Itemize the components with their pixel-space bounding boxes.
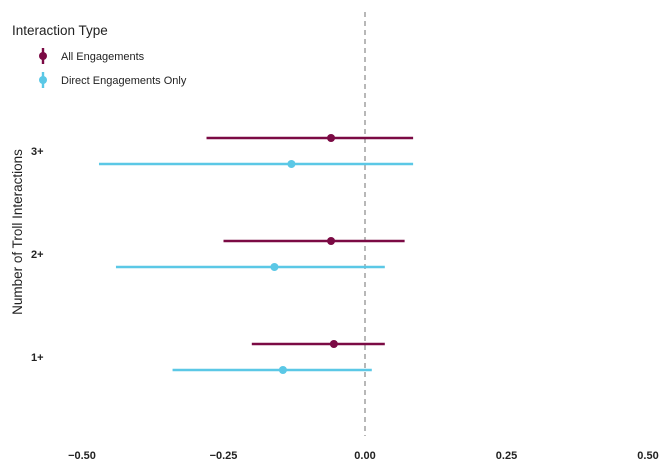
point-estimate (270, 263, 279, 271)
point-estimate (278, 366, 287, 374)
legend-label: Direct Engagements Only (61, 75, 187, 87)
x-tick-label: 0.25 (496, 450, 517, 462)
y-tick-label: 2+ (31, 249, 44, 261)
point-estimate (287, 160, 296, 168)
y-axis-label: Number of Troll Interactions (10, 149, 25, 315)
point-estimate (329, 340, 338, 348)
x-tick-label: 0.00 (354, 450, 375, 462)
x-tick-label: −0.50 (68, 450, 96, 462)
point-estimate (327, 134, 336, 142)
legend: Interaction Type All Engagements Direct E… (12, 23, 187, 88)
x-tick-label: −0.25 (210, 450, 238, 462)
y-tick-label: 1+ (31, 352, 44, 364)
legend-key-point (39, 52, 47, 60)
y-tick-label: 3+ (31, 146, 44, 158)
legend-key-point (39, 76, 47, 84)
legend-title: Interaction Type (12, 23, 108, 38)
point-estimate (327, 237, 336, 245)
legend-label: All Engagements (61, 51, 145, 63)
x-tick-label: 0.50 (637, 450, 658, 462)
